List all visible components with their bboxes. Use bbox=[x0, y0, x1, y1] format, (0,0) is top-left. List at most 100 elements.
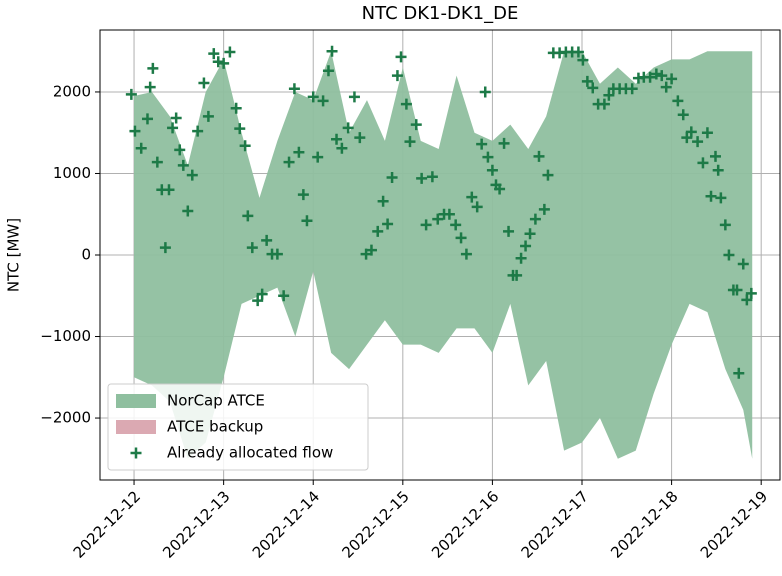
scatter-point bbox=[482, 151, 494, 163]
y-tick-label: 1000 bbox=[53, 164, 91, 182]
scatter-point bbox=[587, 82, 599, 94]
legend-patch bbox=[116, 394, 156, 408]
scatter-point bbox=[400, 98, 412, 110]
scatter-point bbox=[533, 150, 545, 162]
scatter-point bbox=[476, 138, 488, 150]
scatter-point bbox=[705, 190, 717, 202]
scatter-point bbox=[208, 48, 220, 60]
scatter-point bbox=[224, 46, 236, 58]
scatter-point bbox=[426, 171, 438, 183]
scatter-point bbox=[377, 195, 389, 207]
scatter-point bbox=[372, 225, 384, 237]
scatter-point bbox=[342, 122, 354, 134]
scatter-point bbox=[395, 51, 407, 63]
x-tick-label: 2022-12-17 bbox=[518, 487, 592, 561]
scatter-point bbox=[192, 125, 204, 137]
scatter-point bbox=[202, 110, 214, 122]
scatter-point bbox=[391, 70, 403, 82]
scatter-point bbox=[745, 287, 757, 299]
scatter-point bbox=[261, 234, 273, 246]
scatter-point bbox=[524, 228, 536, 240]
scatter-point bbox=[163, 184, 175, 196]
scatter-point bbox=[331, 133, 343, 145]
scatter-point bbox=[336, 142, 348, 154]
x-tick-label: 2022-12-15 bbox=[338, 487, 412, 561]
scatter-point bbox=[382, 218, 394, 230]
scatter-point bbox=[230, 102, 242, 114]
scatter-point bbox=[450, 219, 462, 231]
scatter-point bbox=[715, 192, 727, 204]
scatter-point bbox=[603, 89, 615, 101]
scatter-point bbox=[723, 249, 735, 261]
scatter-point bbox=[460, 248, 472, 260]
scatter-point bbox=[503, 225, 515, 237]
x-tick-label: 2022-12-18 bbox=[607, 487, 681, 561]
scatter-point bbox=[520, 240, 532, 252]
scatter-point bbox=[234, 123, 246, 135]
scatter-point bbox=[144, 81, 156, 93]
scatter-point bbox=[386, 172, 398, 184]
y-tick-label: −1000 bbox=[40, 327, 91, 345]
scatter-point bbox=[252, 295, 264, 307]
legend-label: NorCap ATCE bbox=[167, 392, 265, 410]
scatter-point bbox=[443, 208, 455, 220]
scatter-point bbox=[135, 142, 147, 154]
scatter-point bbox=[542, 169, 554, 181]
scatter-point bbox=[416, 172, 428, 184]
scatter-point bbox=[212, 56, 224, 68]
scatter-point bbox=[692, 136, 704, 148]
scatter-point bbox=[466, 191, 478, 203]
scatter-point bbox=[322, 65, 334, 77]
scatter-point bbox=[297, 189, 309, 201]
scatter-point bbox=[656, 70, 668, 82]
scatter-point bbox=[660, 81, 672, 93]
scatter-point bbox=[167, 122, 179, 134]
scatter-point bbox=[479, 86, 491, 98]
scatter-point bbox=[293, 146, 305, 158]
scatter-point bbox=[239, 140, 251, 152]
scatter-point bbox=[288, 83, 300, 95]
scatter-point bbox=[174, 144, 186, 156]
x-tick-label: 2022-12-13 bbox=[159, 487, 233, 561]
x-tick-label: 2022-12-12 bbox=[70, 487, 144, 561]
scatter-point bbox=[182, 205, 194, 217]
scatter-point bbox=[159, 242, 171, 254]
scatter-point bbox=[141, 113, 153, 125]
scatter-point bbox=[271, 248, 283, 260]
scatter-point bbox=[598, 98, 610, 110]
scatter-point bbox=[498, 137, 510, 149]
scatter-point bbox=[198, 77, 210, 89]
scatter-point bbox=[515, 252, 527, 264]
scatter-point bbox=[151, 156, 163, 168]
scatter-point bbox=[529, 213, 541, 225]
scatter-point bbox=[301, 215, 313, 227]
legend-label: ATCE backup bbox=[167, 418, 263, 436]
scatter-point bbox=[685, 126, 697, 138]
scatter-point bbox=[312, 151, 324, 163]
scatter-point bbox=[256, 288, 268, 300]
y-axis-label: NTC [MW] bbox=[5, 218, 23, 292]
scatter-point bbox=[581, 75, 593, 87]
x-tick-label: 2022-12-19 bbox=[697, 487, 771, 561]
x-tick-label: 2022-12-16 bbox=[428, 487, 502, 561]
scatter-point bbox=[242, 210, 254, 222]
scatter-point bbox=[307, 91, 319, 103]
scatter-point bbox=[538, 203, 550, 215]
scatter-point bbox=[455, 232, 467, 244]
scatter-point bbox=[697, 157, 709, 169]
scatter-point bbox=[733, 367, 745, 379]
chart-title: NTC DK1-DK1_DE bbox=[362, 3, 519, 24]
scatter-point bbox=[577, 54, 589, 66]
scatter-point bbox=[486, 164, 498, 176]
legend-box bbox=[107, 383, 369, 471]
y-tick-label: −2000 bbox=[40, 409, 91, 427]
scatter-point bbox=[283, 156, 295, 168]
legend-patch bbox=[116, 420, 156, 434]
scatter-point bbox=[672, 95, 684, 107]
area bbox=[134, 51, 753, 459]
scatter-point bbox=[147, 62, 159, 74]
scatter-point bbox=[719, 219, 731, 231]
scatter-point bbox=[365, 244, 377, 256]
scatter-point bbox=[712, 164, 724, 176]
